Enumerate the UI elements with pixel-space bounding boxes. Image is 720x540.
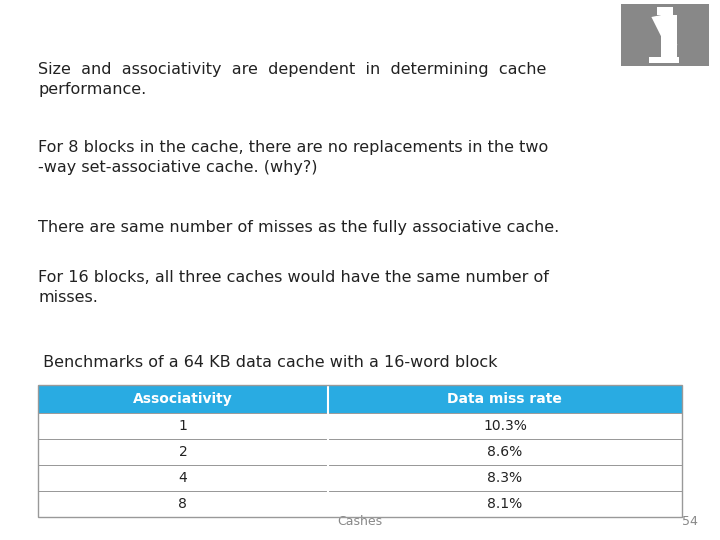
Bar (328, 491, 682, 517)
Text: 8.1%: 8.1% (487, 497, 523, 511)
Bar (38, 385, 682, 517)
Text: There are same number of misses as the fully associative cache.: There are same number of misses as the f… (38, 220, 559, 235)
Text: 8.3%: 8.3% (487, 471, 523, 485)
Polygon shape (657, 7, 673, 15)
Text: 10.3%: 10.3% (483, 419, 527, 433)
Bar (38, 439, 328, 465)
Bar (38, 465, 328, 491)
Text: 8: 8 (179, 497, 187, 511)
Text: 54: 54 (682, 515, 698, 528)
Text: Cashes: Cashes (338, 515, 382, 528)
Text: 2: 2 (179, 445, 187, 459)
Bar (328, 465, 682, 491)
Bar (328, 385, 682, 413)
Text: Associativity: Associativity (133, 392, 233, 406)
Polygon shape (652, 15, 678, 49)
Text: For 16 blocks, all three caches would have the same number of
misses.: For 16 blocks, all three caches would ha… (38, 270, 549, 305)
Bar (328, 413, 682, 439)
Polygon shape (662, 15, 678, 57)
Text: For 8 blocks in the cache, there are no replacements in the two
-way set-associa: For 8 blocks in the cache, there are no … (38, 140, 548, 175)
Bar (38, 491, 328, 517)
Text: Benchmarks of a 64 KB data cache with a 16-word block: Benchmarks of a 64 KB data cache with a … (38, 355, 498, 370)
Bar (328, 439, 682, 465)
Bar (38, 413, 328, 439)
Bar (621, 4, 709, 66)
Text: 4: 4 (179, 471, 187, 485)
Text: Data miss rate: Data miss rate (447, 392, 562, 406)
Text: Size  and  associativity  are  dependent  in  determining  cache
performance.: Size and associativity are dependent in … (38, 62, 546, 97)
Text: 1: 1 (179, 419, 187, 433)
Polygon shape (649, 57, 680, 63)
Bar (38, 385, 328, 413)
Text: 8.6%: 8.6% (487, 445, 523, 459)
